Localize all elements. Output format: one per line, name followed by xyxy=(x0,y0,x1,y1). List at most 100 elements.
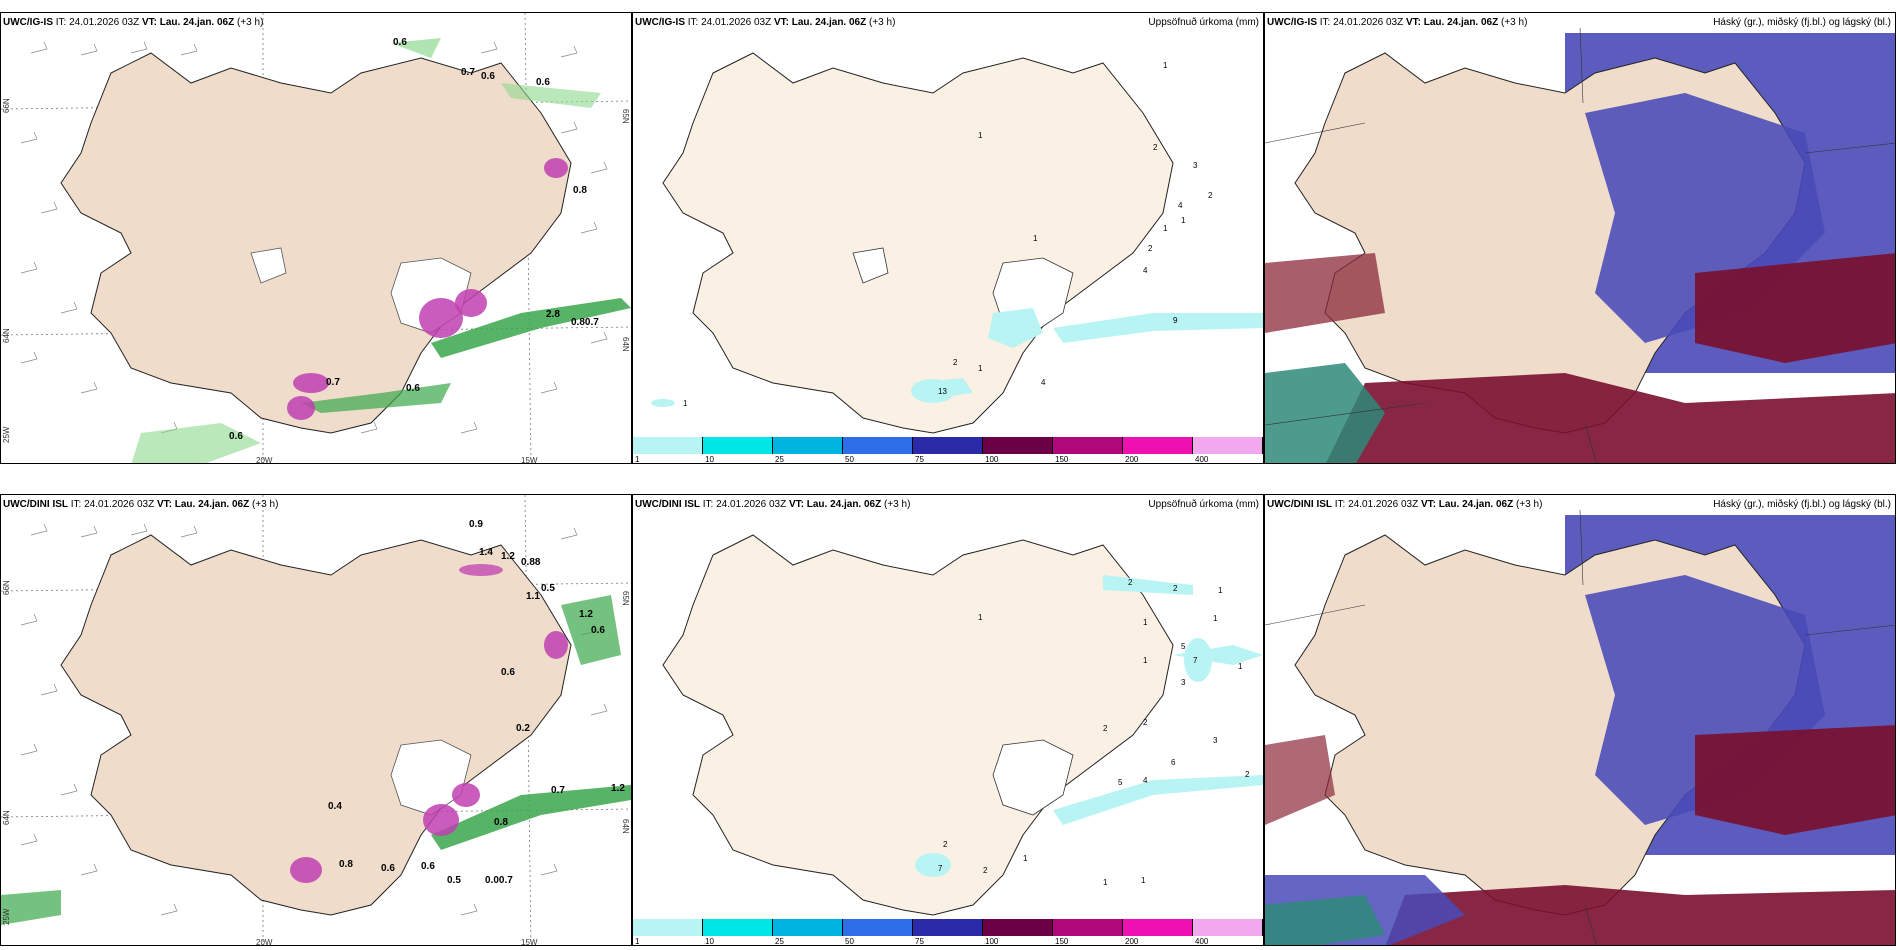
wind-map-top: 0.6 0.7 0.6 0.6 0.8 2.8 0.80.7 0.7 0.6 0… xyxy=(1,13,631,464)
precip-cell xyxy=(1184,638,1212,682)
precip-value: 1 xyxy=(1163,224,1168,233)
wind-map-panel-top: 0.6 0.7 0.6 0.6 0.8 2.8 0.80.7 0.7 0.6 0… xyxy=(0,12,632,464)
precip-value: 1 xyxy=(1143,618,1148,627)
precip-value: 2 xyxy=(1153,143,1158,152)
wind-value: 0.5 xyxy=(447,875,461,886)
precip-value: 1 xyxy=(683,399,688,408)
precip-value: 3 xyxy=(1193,161,1198,170)
precip-value: 7 xyxy=(1193,656,1198,665)
wind-value: 0.6 xyxy=(393,37,407,48)
precip-value: 1 xyxy=(1218,586,1223,595)
wind-value: 1.4 xyxy=(479,547,493,558)
colorbar-tick: 25 xyxy=(775,455,784,464)
lat-label: 64N xyxy=(621,819,630,834)
wind-band xyxy=(301,383,451,413)
wind-barbs xyxy=(20,41,608,434)
precip-value: 4 xyxy=(1178,201,1183,210)
precip-value: 1 xyxy=(1023,854,1028,863)
lat-label: 64N xyxy=(621,337,630,352)
precip-map-bottom: 2 2 1 1 1 5 7 3 1 1 2 2 3 6 5 4 2 2 7 2 … xyxy=(662,534,1263,916)
precip-value: 2 xyxy=(1143,718,1148,727)
wind-value: 1.2 xyxy=(611,783,625,794)
precip-value: 2 xyxy=(1173,584,1178,593)
cloud-map-bottom xyxy=(1265,509,1895,945)
colorbar-tick: 1 xyxy=(635,455,640,464)
wind-value: 1.2 xyxy=(501,551,515,562)
wind-value: 0.6 xyxy=(229,431,243,442)
model-name: UWC/IG-IS xyxy=(3,17,53,28)
colorbar-tick: 25 xyxy=(775,937,784,946)
magenta-cell xyxy=(455,289,487,317)
iceland-land xyxy=(60,534,572,916)
precip-value: 1 xyxy=(1213,614,1218,623)
wind-value: 1.1 xyxy=(526,591,540,602)
precip-band xyxy=(1103,575,1193,595)
precip-band xyxy=(988,308,1043,348)
precip-value: 1 xyxy=(1143,656,1148,665)
precip-cell xyxy=(915,853,951,877)
colorbar-swatch xyxy=(773,437,843,454)
lon-label: 20W xyxy=(256,456,273,464)
magenta-cell xyxy=(287,396,315,420)
wind-value: 1.2 xyxy=(579,609,593,620)
precip-map-panel-top: 1 2 3 2 4 1 1 2 4 1 9 2 1 13 4 1 1 UWC/I… xyxy=(632,12,1264,464)
high-cloud-region xyxy=(1695,725,1895,835)
colorbar-swatch xyxy=(983,437,1053,454)
precip-map-top: 1 2 3 2 4 1 1 2 4 1 9 2 1 13 4 1 1 xyxy=(651,52,1263,434)
cloud-map-panel-bottom: UWC/DINI ISL IT: 24.01.2026 03Z VT: Lau.… xyxy=(1264,494,1896,946)
precip-value: 4 xyxy=(1143,266,1148,275)
colorbar-swatch xyxy=(703,437,773,454)
precip-value: 3 xyxy=(1213,736,1218,745)
colorbar-swatch xyxy=(1053,437,1123,454)
lat-label: 25W xyxy=(2,908,11,925)
colorbar-tick: 10 xyxy=(705,455,714,464)
wind-band xyxy=(501,83,601,108)
panel-header: UWC/DINI ISL IT: 24.01.2026 03Z VT: Lau.… xyxy=(635,499,911,510)
region-borders xyxy=(1265,509,1895,945)
lat-label: 65N xyxy=(621,591,630,606)
colorbar-swatch xyxy=(1053,919,1123,936)
cloud-map-top xyxy=(1265,27,1895,463)
high-cloud-region xyxy=(1695,253,1895,363)
wind-value: 0.6 xyxy=(421,861,435,872)
colorbar-tick: 75 xyxy=(915,455,924,464)
colorbar-swatch xyxy=(1193,919,1263,936)
precip-value: 1 xyxy=(978,613,983,622)
wind-value: 0.6 xyxy=(381,863,395,874)
precip-value: 1 xyxy=(1103,878,1108,887)
cloud-map-panel-top: UWC/IG-IS IT: 24.01.2026 03Z VT: Lau. 24… xyxy=(1264,12,1896,464)
precip-value: 2 xyxy=(1128,578,1133,587)
precip-value: 4 xyxy=(1041,378,1046,387)
wind-band xyxy=(391,38,441,58)
colorbar-swatch xyxy=(843,919,913,936)
panel-header: UWC/IG-IS IT: 24.01.2026 03Z VT: Lau. 24… xyxy=(1267,17,1528,28)
colorbar-tick: 10 xyxy=(705,937,714,946)
magenta-cell xyxy=(544,631,568,659)
colorbar-swatch xyxy=(1123,919,1193,936)
panel-header: UWC/DINI ISL IT: 24.01.2026 03Z VT: Lau.… xyxy=(3,499,279,510)
colorbar-tick: 100 xyxy=(985,455,999,464)
colorbar-tick: 150 xyxy=(1055,455,1069,464)
precip-value: 5 xyxy=(1181,642,1186,651)
panel-header: UWC/IG-IS IT: 24.01.2026 03Z VT: Lau. 24… xyxy=(3,17,264,28)
colorbar-swatch xyxy=(773,919,843,936)
wind-value: 0.6 xyxy=(536,77,550,88)
colorbar-swatch xyxy=(913,437,983,454)
wind-band xyxy=(561,595,621,665)
lon-label: 15W xyxy=(521,456,538,464)
precip-value: 2 xyxy=(983,866,988,875)
precip-value: 1 xyxy=(1163,61,1168,70)
precip-band xyxy=(1053,775,1263,825)
wind-value: 0.5 xyxy=(541,583,555,594)
precip-value: 2 xyxy=(943,840,948,849)
colorbar-swatch xyxy=(633,437,703,454)
colorbar-swatch xyxy=(1123,437,1193,454)
wind-value: 0.7 xyxy=(326,377,340,388)
lat-label: 66N xyxy=(2,580,11,595)
precip-value: 9 xyxy=(1173,316,1178,325)
colorbar-tick: 1 xyxy=(635,937,640,946)
wind-value: 0.6 xyxy=(406,383,420,394)
colorbar-swatch xyxy=(633,919,703,936)
magenta-cell xyxy=(459,564,503,576)
colorbar-tick: 400 xyxy=(1195,937,1209,946)
